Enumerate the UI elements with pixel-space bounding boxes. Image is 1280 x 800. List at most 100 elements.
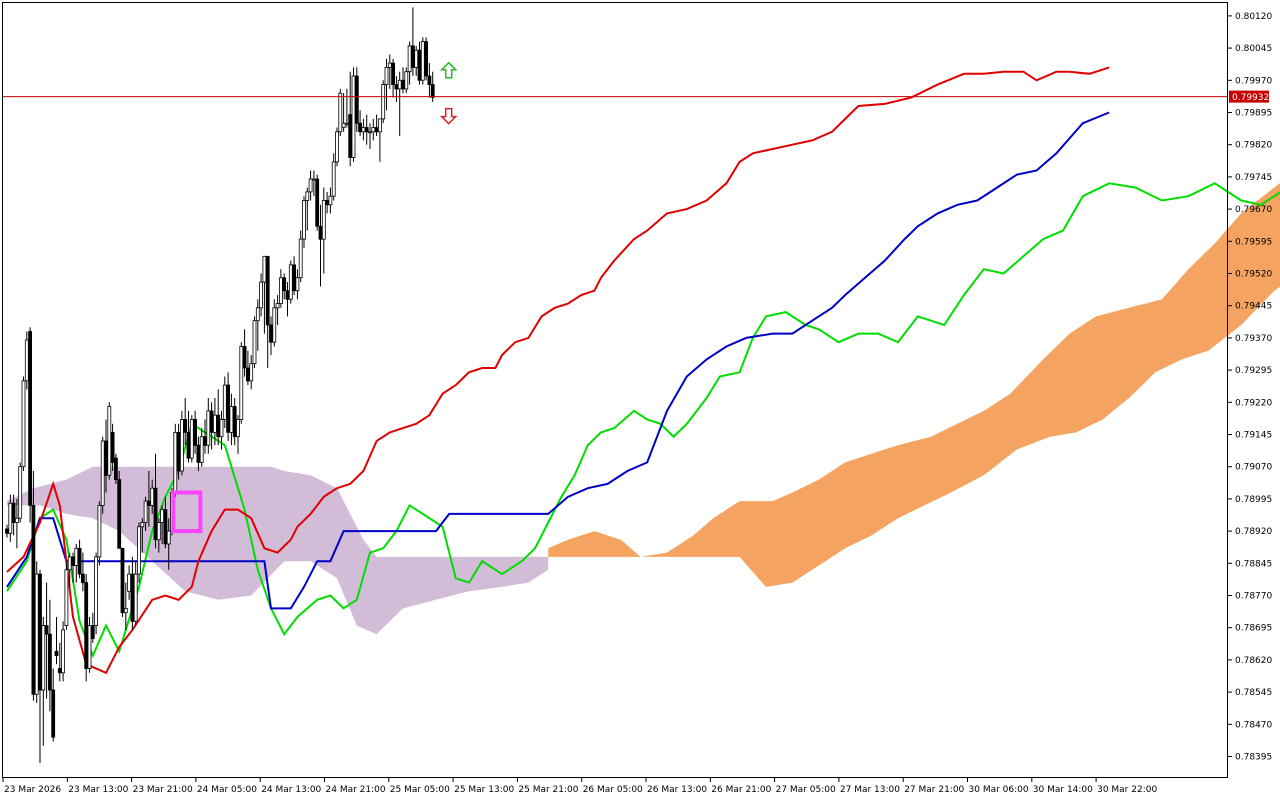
candle-body-bull — [331, 161, 336, 197]
candle — [199, 428, 204, 467]
candle-body-bull — [397, 79, 402, 90]
candle — [21, 376, 26, 471]
candle — [255, 299, 260, 351]
candle-body-bull — [123, 608, 128, 614]
candle — [265, 255, 270, 368]
candle — [64, 561, 69, 630]
y-tick-label: 0.78995 — [1235, 495, 1272, 505]
candle-body-bull — [34, 573, 39, 695]
candle-body-bear — [394, 84, 399, 90]
candle — [137, 522, 141, 583]
candle — [11, 494, 16, 536]
candle — [24, 331, 29, 390]
y-tick-label: 0.79520 — [1235, 270, 1272, 280]
candle — [120, 547, 125, 617]
candle-body-bull — [107, 406, 112, 476]
candle — [34, 561, 39, 703]
ichimoku-cloud — [7, 183, 1280, 635]
candle-body-bear — [358, 122, 363, 133]
time-axis[interactable]: 23 Mar 2026 23 Mar 13:00 23 Mar 21:00 24 Ma… — [2, 778, 1157, 795]
candle-body-bear — [348, 114, 353, 158]
candle — [315, 174, 320, 231]
candle-body-bull — [262, 255, 267, 283]
candle-body-bull — [335, 131, 339, 163]
x-tick-label: 23 Mar 13:00 — [68, 785, 128, 795]
candle-body-bull — [18, 466, 23, 519]
y-tick-label: 0.79970 — [1235, 76, 1272, 86]
x-tick-label: 24 Mar 13:00 — [261, 785, 321, 795]
candle — [420, 37, 425, 85]
candle-body-bear — [209, 410, 214, 433]
candle-body-bear — [245, 367, 250, 382]
x-tick-label: 25 Mar 05:00 — [390, 785, 450, 795]
candle-body-bull — [404, 71, 409, 90]
candle-body-bull — [61, 629, 65, 674]
candle-body-bull — [295, 277, 300, 292]
candle — [48, 599, 52, 712]
candle — [404, 67, 409, 94]
candle — [328, 187, 333, 214]
candle-body-bear — [114, 457, 118, 481]
candle-body-bear — [81, 573, 85, 584]
candle-body-bull — [212, 414, 217, 433]
candle-body-bull — [229, 406, 234, 433]
y-tick-label: 0.79670 — [1235, 205, 1272, 215]
candle — [44, 582, 49, 699]
candle-body-bull — [308, 178, 313, 193]
candle-body-bull — [420, 41, 425, 81]
current-price-tag — [1229, 90, 1269, 103]
kijun-sen-line — [6, 111, 1110, 610]
candle — [338, 88, 343, 137]
candle-body-bear — [285, 290, 290, 300]
y-tick-label: 0.79820 — [1235, 141, 1272, 151]
candle-body-bear — [203, 436, 207, 446]
candle — [381, 80, 386, 124]
candle — [163, 496, 168, 549]
candle-body-bull — [173, 431, 178, 493]
x-tick-label: 26 Mar 13:00 — [647, 785, 707, 795]
candle — [331, 153, 336, 201]
candle — [424, 37, 429, 81]
candle — [153, 453, 158, 549]
y-tick-label: 0.80045 — [1235, 44, 1272, 54]
y-tick-label: 0.78620 — [1235, 656, 1272, 666]
candle — [377, 118, 382, 162]
candle-body-bull — [302, 200, 306, 240]
candle-body-bull — [133, 573, 138, 622]
candle — [179, 410, 184, 476]
candle-body-bull — [278, 277, 283, 304]
candle-body-bear — [196, 444, 201, 463]
candle — [183, 398, 188, 446]
candle-body-bear — [120, 547, 125, 614]
plot-frame — [2, 2, 1228, 778]
candle-body-bull — [179, 419, 184, 472]
signal-highlight-box — [171, 490, 203, 534]
y-tick-label: 0.79895 — [1235, 109, 1272, 119]
candle-body-bull — [100, 440, 105, 506]
candle-body-bull — [298, 238, 303, 279]
candle-body-bull — [41, 625, 46, 691]
candle-body-bear — [176, 431, 181, 472]
candle-body-bull — [305, 191, 310, 201]
candle — [107, 402, 112, 480]
candle-body-bear — [265, 255, 270, 326]
candle — [252, 316, 257, 368]
y-tick-label: 0.78470 — [1235, 720, 1272, 730]
candle-body-bull — [311, 178, 316, 181]
x-tick-label: 30 Mar 22:00 — [1097, 785, 1157, 795]
price-axis[interactable]: 0.80120 0.80045 0.79970 0.79895 0.79820 0.797… — [1228, 12, 1272, 763]
candle — [302, 196, 306, 248]
candle-body-bear — [57, 668, 62, 674]
candle — [193, 410, 198, 454]
candle-body-bull — [94, 556, 98, 627]
candle-body-bear — [282, 277, 287, 292]
candle — [100, 436, 105, 514]
candle — [298, 230, 303, 283]
candle — [110, 423, 115, 471]
candle-body-bull — [199, 436, 204, 463]
candle-body-bear — [117, 479, 122, 549]
y-tick-label: 0.79145 — [1235, 431, 1272, 441]
candle — [117, 471, 122, 549]
candle-body-bull — [166, 530, 171, 545]
